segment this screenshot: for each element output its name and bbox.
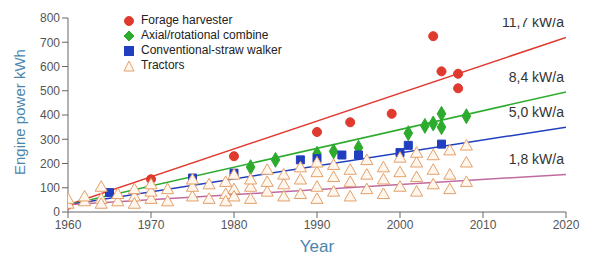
svg-text:Engine power kWh: Engine power kWh [11,49,28,175]
svg-text:5,0 kW/a: 5,0 kW/a [509,104,564,120]
html-text:Conventional-straw walker: Conventional-straw walker [141,43,282,57]
svg-text:1970: 1970 [138,218,165,232]
svg-text:2010: 2010 [470,218,497,232]
svg-text:8,4 kW/a: 8,4 kW/a [509,69,564,85]
svg-text:400: 400 [40,108,60,122]
svg-text:300: 300 [40,133,60,147]
svg-text:1960: 1960 [55,218,82,232]
svg-text:2020: 2020 [553,218,580,232]
svg-text:600: 600 [40,60,60,74]
svg-text:500: 500 [40,84,60,98]
html-text:Forage harvester: Forage harvester [141,13,233,27]
svg-text:1990: 1990 [304,218,331,232]
svg-text:200: 200 [40,157,60,171]
html-text:Tractors: Tractors [141,58,185,72]
svg-text:1980: 1980 [221,218,248,232]
html-text:Axial/rotational combine: Axial/rotational combine [141,28,269,42]
svg-text:1,8 kW/a: 1,8 kW/a [509,151,564,167]
svg-text:800: 800 [40,11,60,25]
svg-text:700: 700 [40,36,60,50]
svg-text:0: 0 [53,205,60,219]
svg-text:100: 100 [40,181,60,195]
svg-text:Year: Year [300,237,335,252]
svg-text:11,7 kW/a: 11,7 kW/a [502,18,564,30]
svg-text:2000: 2000 [387,218,414,232]
